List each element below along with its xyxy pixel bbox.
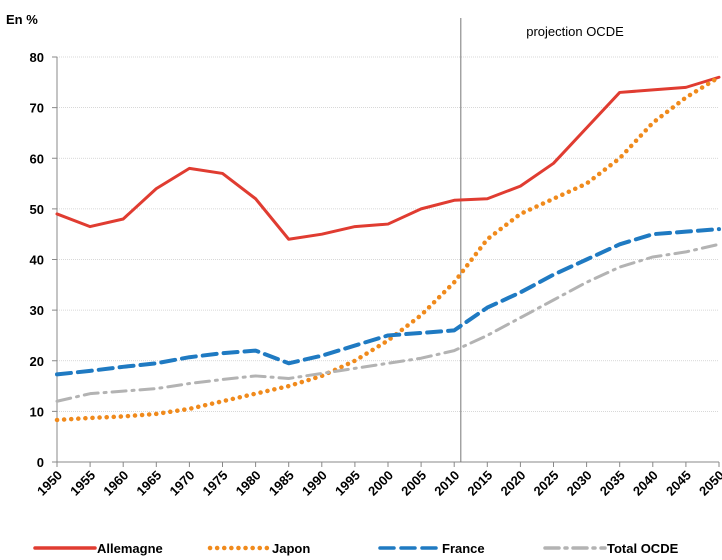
x-tick-label: 1980 — [233, 468, 264, 499]
x-tick-label: 2010 — [431, 468, 462, 499]
annotation: projection OCDE — [526, 24, 624, 39]
x-tick-label: 2030 — [564, 468, 595, 499]
x-tick-label: 1975 — [200, 468, 231, 499]
series-line — [55, 75, 721, 241]
legend-label: Japon — [272, 541, 310, 556]
y-tick-label: 80 — [30, 50, 44, 65]
legend-label: Allemagne — [97, 541, 163, 556]
x-tick-label: 1995 — [332, 468, 363, 499]
y-tick-label: 60 — [30, 151, 44, 166]
x-tick-label: 2040 — [630, 468, 661, 499]
x-tick-label: 1990 — [299, 468, 330, 499]
legend-label: France — [442, 541, 485, 556]
y-tick-label: 70 — [30, 101, 44, 116]
series-line — [54, 75, 722, 423]
x-tick-label: 2000 — [365, 468, 396, 499]
x-tick-label: 2005 — [398, 468, 429, 499]
x-tick-label: 1960 — [100, 468, 131, 499]
x-tick-label: 1965 — [133, 468, 164, 499]
x-tick-label: 1950 — [34, 468, 65, 499]
series-line — [55, 227, 721, 377]
y-tick-label: 10 — [30, 404, 44, 419]
x-tick-label: 2050 — [696, 468, 722, 499]
x-tick-label: 2015 — [464, 468, 495, 499]
x-tick-label: 1985 — [266, 468, 297, 499]
x-tick-label: 2045 — [663, 468, 694, 499]
y-tick-label: 30 — [30, 303, 44, 318]
x-tick-label: 2035 — [597, 468, 628, 499]
legend-label: Total OCDE — [607, 541, 679, 556]
x-tick-label: 1955 — [67, 468, 98, 499]
series-line — [55, 242, 721, 403]
y-tick-label: 40 — [30, 253, 44, 268]
y-axis-label: En % — [6, 12, 38, 27]
x-tick-label: 1970 — [166, 468, 197, 499]
y-tick-label: 20 — [30, 354, 44, 369]
y-tick-label: 0 — [37, 455, 44, 470]
x-tick-label: 2020 — [497, 468, 528, 499]
x-tick-label: 2025 — [531, 468, 562, 499]
y-tick-label: 50 — [30, 202, 44, 217]
